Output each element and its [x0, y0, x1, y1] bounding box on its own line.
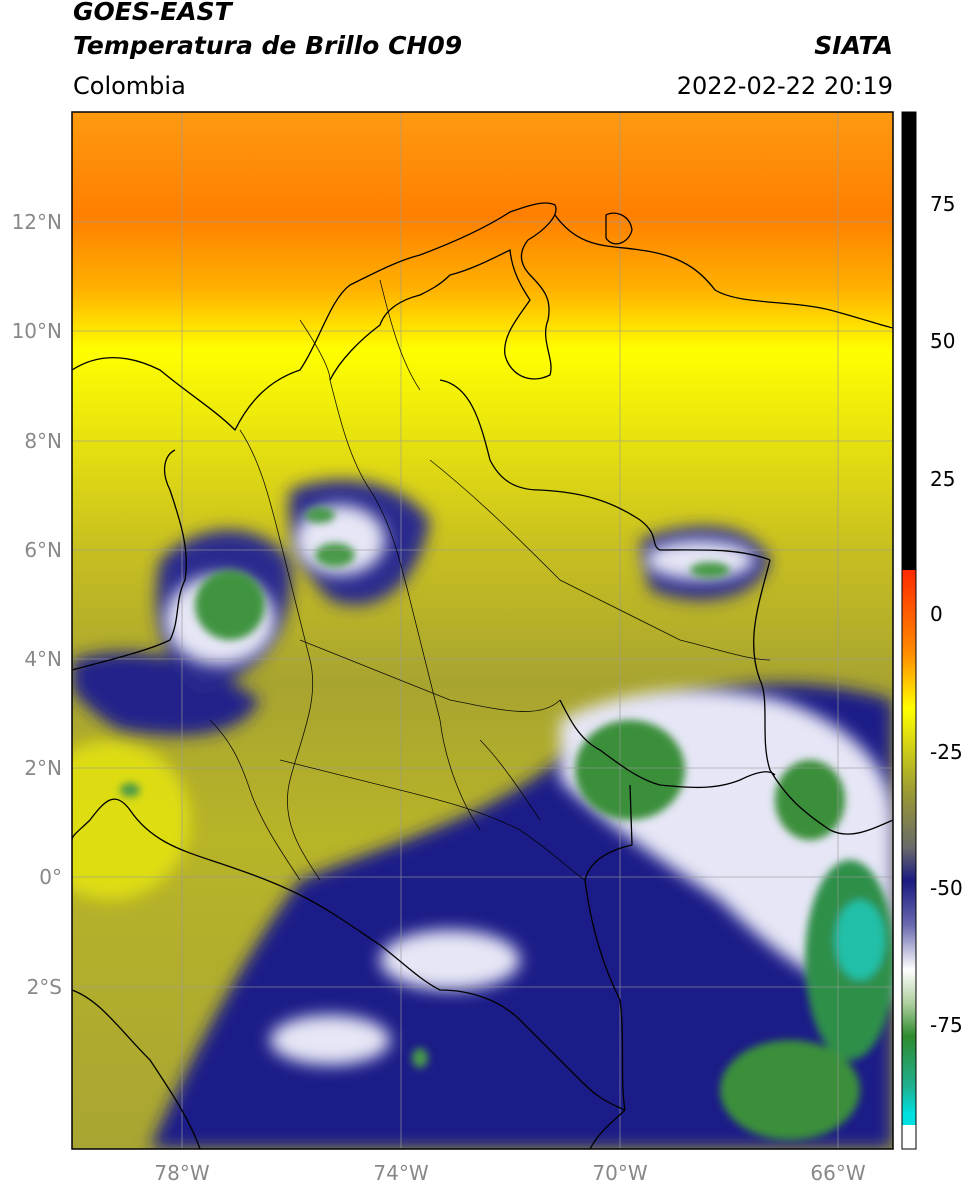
lat-label-2n: 2°N — [24, 756, 62, 780]
colorbar-tick-minus25: -25 — [930, 740, 963, 764]
lon-label-70w: 70°W — [592, 1161, 647, 1185]
brightness-temperature-field — [72, 112, 893, 1149]
lat-label-0: 0° — [39, 865, 62, 889]
country-borders — [72, 202, 893, 1149]
lat-label-6n: 6°N — [24, 538, 62, 562]
lat-label-4n: 4°N — [24, 647, 62, 671]
colorbar-tick-25: 25 — [930, 467, 955, 491]
colorbar-black-segment — [902, 112, 916, 570]
colorbar-tick-75: 75 — [930, 192, 955, 216]
map-frame — [71, 111, 894, 1150]
satellite-title: GOES-EAST — [73, 0, 232, 26]
lat-label-10n: 10°N — [12, 319, 62, 343]
region-label: Colombia — [73, 72, 186, 100]
colorbar: 75 50 25 0 -25 -50 -75 — [901, 111, 963, 1150]
lon-label-66w: 66°W — [810, 1161, 865, 1185]
colorbar-gradient — [902, 570, 916, 1125]
lon-label-78w: 78°W — [154, 1161, 209, 1185]
colorbar-tick-minus75: -75 — [930, 1013, 963, 1037]
lat-label-12n: 12°N — [12, 210, 62, 234]
colorbar-white-segment — [902, 1125, 916, 1149]
organization-label: SIATA — [814, 31, 893, 60]
colorbar-tick-50: 50 — [930, 329, 955, 353]
datetime-label: 2022-02-22 20:19 — [676, 72, 893, 100]
colorbar-tick-minus50: -50 — [930, 876, 963, 900]
graticule — [72, 112, 893, 1149]
lon-label-74w: 74°W — [373, 1161, 428, 1185]
department-borders — [209, 279, 771, 881]
colorbar-tick-0: 0 — [930, 602, 943, 626]
lat-label-8n: 8°N — [24, 429, 62, 453]
product-title: Temperatura de Brillo CH09 — [73, 31, 463, 60]
lat-label-2s: 2°S — [27, 975, 62, 999]
